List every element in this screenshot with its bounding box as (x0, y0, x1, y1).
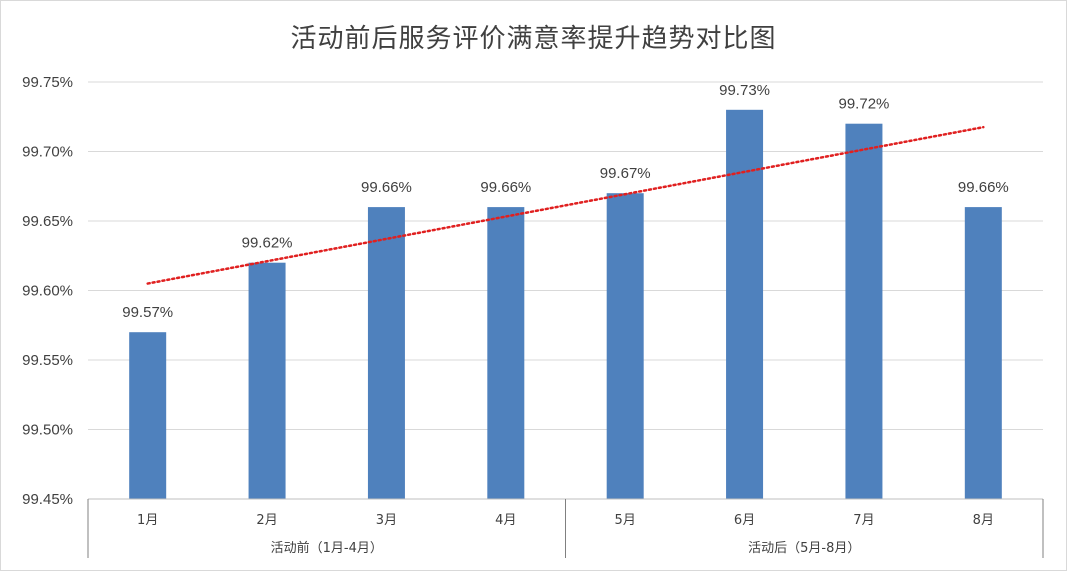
x-tick-label: 4月 (495, 513, 516, 528)
data-label: 99.67% (600, 165, 651, 182)
x-tick-label: 7月 (853, 513, 874, 528)
data-label: 99.73% (719, 82, 770, 99)
trendline (146, 125, 985, 285)
bar (964, 207, 1002, 499)
y-tick-label: 99.65% (22, 213, 73, 230)
bar (129, 332, 167, 499)
y-tick-label: 99.55% (22, 352, 73, 369)
y-tick-label: 99.60% (22, 283, 73, 300)
x-tick-label: 8月 (973, 513, 994, 528)
y-tick-label: 99.45% (22, 491, 73, 508)
x-tick-label: 3月 (376, 513, 397, 528)
x-tick-label: 2月 (256, 513, 277, 528)
x-tick-label: 6月 (734, 513, 755, 528)
bar (367, 207, 405, 499)
x-tick-label: 1月 (137, 513, 158, 528)
group-label: 活动后（5月-8月） (748, 541, 860, 556)
data-label: 99.62% (242, 235, 293, 252)
chart-title: 活动前后服务评价满意率提升趋势对比图 (290, 24, 777, 54)
y-tick-label: 99.75% (22, 74, 73, 91)
x-tick-label: 5月 (615, 513, 636, 528)
bar (248, 262, 286, 499)
data-label: 99.66% (958, 179, 1009, 196)
data-label: 99.57% (122, 304, 173, 321)
group-label: 活动前（1月-4月） (271, 540, 383, 556)
data-label: 99.72% (839, 96, 890, 113)
data-label: 99.66% (361, 179, 412, 196)
y-tick-label: 99.50% (22, 422, 73, 439)
y-tick-label: 99.70% (22, 144, 73, 161)
bar (487, 207, 525, 499)
bar (606, 193, 644, 499)
bar (845, 123, 883, 499)
data-label: 99.66% (480, 179, 531, 196)
